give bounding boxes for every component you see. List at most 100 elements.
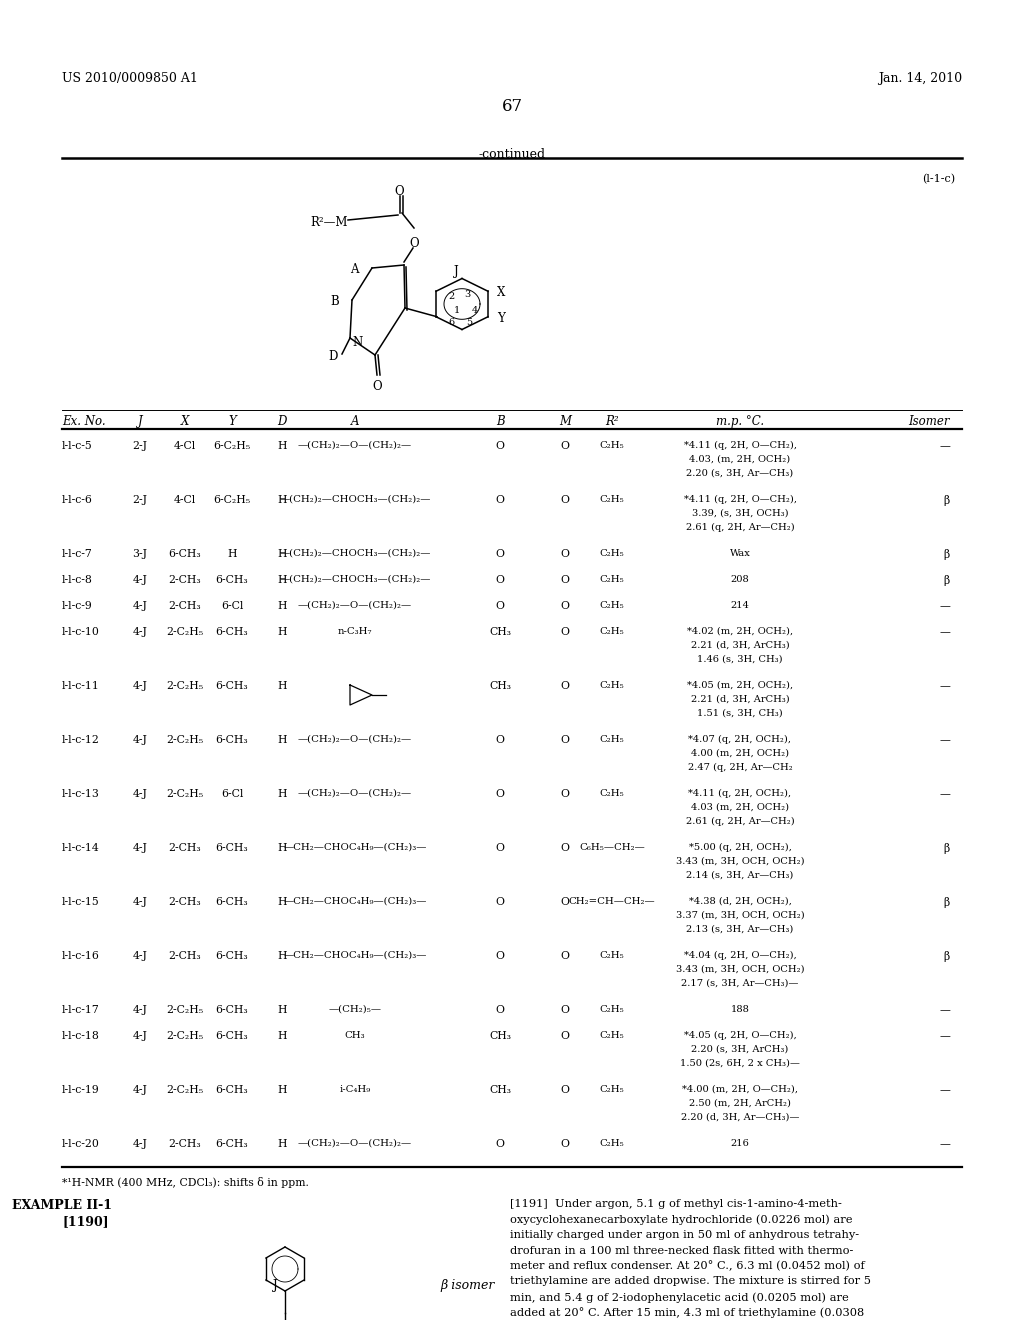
Text: —CH₂—CHOC₄H₉—(CH₂)₃—: —CH₂—CHOC₄H₉—(CH₂)₃— [284, 843, 427, 851]
Text: *4.05 (m, 2H, OCH₂),: *4.05 (m, 2H, OCH₂), [687, 681, 793, 690]
Text: X: X [497, 286, 506, 300]
Text: X: X [181, 414, 189, 428]
Text: —: — [939, 789, 950, 799]
Text: 4-J: 4-J [132, 1085, 147, 1096]
Text: *4.02 (m, 2H, OCH₂),: *4.02 (m, 2H, OCH₂), [687, 627, 793, 636]
Text: O: O [496, 1005, 505, 1015]
Text: l-l-c-6: l-l-c-6 [62, 495, 93, 506]
Text: 2-C₂H₅: 2-C₂H₅ [167, 735, 204, 744]
Text: 216: 216 [730, 1139, 750, 1148]
Text: 3-J: 3-J [132, 549, 147, 558]
Text: triethylamine are added dropwise. The mixture is stirred for 5: triethylamine are added dropwise. The mi… [510, 1276, 871, 1287]
Text: O: O [496, 1139, 505, 1148]
Text: —(CH₂)₅—: —(CH₂)₅— [329, 1005, 382, 1014]
Text: meter and reflux condenser. At 20° C., 6.3 ml (0.0452 mol) of: meter and reflux condenser. At 20° C., 6… [510, 1261, 864, 1271]
Text: —CH₂—CHOC₄H₉—(CH₂)₃—: —CH₂—CHOC₄H₉—(CH₂)₃— [284, 898, 427, 906]
Text: 5: 5 [466, 318, 472, 327]
Text: N: N [352, 337, 362, 348]
Text: C₂H₅: C₂H₅ [600, 1085, 625, 1094]
Text: 2: 2 [449, 292, 455, 301]
Text: l-l-c-9: l-l-c-9 [62, 601, 93, 611]
Text: O: O [496, 549, 505, 558]
Text: J: J [137, 414, 142, 428]
Text: 2.21 (d, 3H, ArCH₃): 2.21 (d, 3H, ArCH₃) [690, 696, 790, 704]
Text: H: H [278, 627, 287, 638]
Text: l-l-c-20: l-l-c-20 [62, 1139, 100, 1148]
Text: H: H [278, 843, 287, 853]
Text: 2.50 (m, 2H, ArCH₂): 2.50 (m, 2H, ArCH₂) [689, 1100, 791, 1107]
Text: C₂H₅: C₂H₅ [600, 627, 625, 636]
Text: 4.03, (m, 2H, OCH₂): 4.03, (m, 2H, OCH₂) [689, 455, 791, 465]
Text: 2-C₂H₅: 2-C₂H₅ [167, 681, 204, 690]
Text: —(CH₂)₂—CHOCH₃—(CH₂)₂—: —(CH₂)₂—CHOCH₃—(CH₂)₂— [280, 549, 431, 558]
Text: R²—M: R²—M [310, 216, 347, 228]
Text: 4.03 (m, 2H, OCH₂): 4.03 (m, 2H, OCH₂) [691, 803, 790, 812]
Text: 2-J: 2-J [132, 441, 147, 451]
Text: 4-J: 4-J [132, 627, 147, 638]
Text: O: O [560, 549, 569, 558]
Text: H: H [278, 549, 287, 558]
Text: —(CH₂)₂—O—(CH₂)₂—: —(CH₂)₂—O—(CH₂)₂— [298, 735, 412, 744]
Text: CH₃: CH₃ [489, 1031, 511, 1041]
Text: H: H [278, 735, 287, 744]
Text: m.p. °C.: m.p. °C. [716, 414, 764, 428]
Text: 6-CH₃: 6-CH₃ [216, 1031, 248, 1041]
Text: 4-J: 4-J [132, 1031, 147, 1041]
Text: 4: 4 [472, 306, 478, 315]
Text: *4.04 (q, 2H, O—CH₂),: *4.04 (q, 2H, O—CH₂), [684, 950, 797, 960]
Text: n-C₃H₇: n-C₃H₇ [338, 627, 373, 636]
Text: J: J [454, 264, 459, 277]
Text: 4-J: 4-J [132, 576, 147, 585]
Text: 6-CH₃: 6-CH₃ [216, 1005, 248, 1015]
Text: 3: 3 [464, 290, 470, 300]
Text: 2-C₂H₅: 2-C₂H₅ [167, 1031, 204, 1041]
Text: *4.07 (q, 2H, OCH₂),: *4.07 (q, 2H, OCH₂), [688, 735, 792, 744]
Text: H: H [278, 601, 287, 611]
Text: C₆H₅—CH₂—: C₆H₅—CH₂— [580, 843, 645, 851]
Text: O: O [560, 1139, 569, 1148]
Text: —: — [939, 627, 950, 638]
Text: H: H [278, 1085, 287, 1096]
Text: min, and 5.4 g of 2-iodophenylacetic acid (0.0205 mol) are: min, and 5.4 g of 2-iodophenylacetic aci… [510, 1292, 849, 1303]
Text: 6-CH₃: 6-CH₃ [216, 627, 248, 638]
Text: 2-C₂H₅: 2-C₂H₅ [167, 789, 204, 799]
Text: Wax: Wax [729, 549, 751, 558]
Text: oxycyclohexanecarboxylate hydrochloride (0.0226 mol) are: oxycyclohexanecarboxylate hydrochloride … [510, 1214, 853, 1225]
Text: l-l-c-15: l-l-c-15 [62, 898, 99, 907]
Text: -continued: -continued [478, 148, 546, 161]
Text: β isomer: β isomer [440, 1279, 495, 1292]
Text: 4-Cl: 4-Cl [174, 495, 197, 506]
Text: 2-CH₃: 2-CH₃ [169, 601, 202, 611]
Text: β: β [944, 549, 950, 560]
Text: (l-1-c): (l-1-c) [922, 174, 955, 185]
Text: CH₃: CH₃ [489, 627, 511, 638]
Text: 4-Cl: 4-Cl [174, 441, 197, 451]
Text: A: A [351, 414, 359, 428]
Text: D: D [328, 350, 337, 363]
Text: —: — [939, 735, 950, 744]
Text: l-l-c-8: l-l-c-8 [62, 576, 93, 585]
Text: 4-J: 4-J [132, 898, 147, 907]
Text: *4.05 (q, 2H, O—CH₂),: *4.05 (q, 2H, O—CH₂), [684, 1031, 797, 1040]
Text: 6-CH₃: 6-CH₃ [216, 576, 248, 585]
Text: 2.61 (q, 2H, Ar—CH₂): 2.61 (q, 2H, Ar—CH₂) [686, 817, 795, 826]
Text: 6-CH₃: 6-CH₃ [216, 843, 248, 853]
Text: l-l-c-17: l-l-c-17 [62, 1005, 99, 1015]
Text: CH₃: CH₃ [489, 681, 511, 690]
Text: O: O [560, 681, 569, 690]
Text: H: H [278, 441, 287, 451]
Text: drofuran in a 100 ml three-necked flask fitted with thermo-: drofuran in a 100 ml three-necked flask … [510, 1246, 853, 1255]
Text: M: M [559, 414, 571, 428]
Text: 6: 6 [449, 318, 454, 327]
Text: EXAMPLE II-1: EXAMPLE II-1 [12, 1199, 112, 1212]
Text: O: O [394, 185, 403, 198]
Text: —: — [939, 1031, 950, 1041]
Text: O: O [560, 601, 569, 611]
Text: 3.37 (m, 3H, OCH, OCH₂): 3.37 (m, 3H, OCH, OCH₂) [676, 911, 805, 920]
Text: 6-CH₃: 6-CH₃ [216, 735, 248, 744]
Text: H: H [278, 681, 287, 690]
Text: CH₃: CH₃ [345, 1031, 366, 1040]
Text: H: H [278, 576, 287, 585]
Text: J: J [273, 1279, 278, 1292]
Text: R²: R² [605, 414, 618, 428]
